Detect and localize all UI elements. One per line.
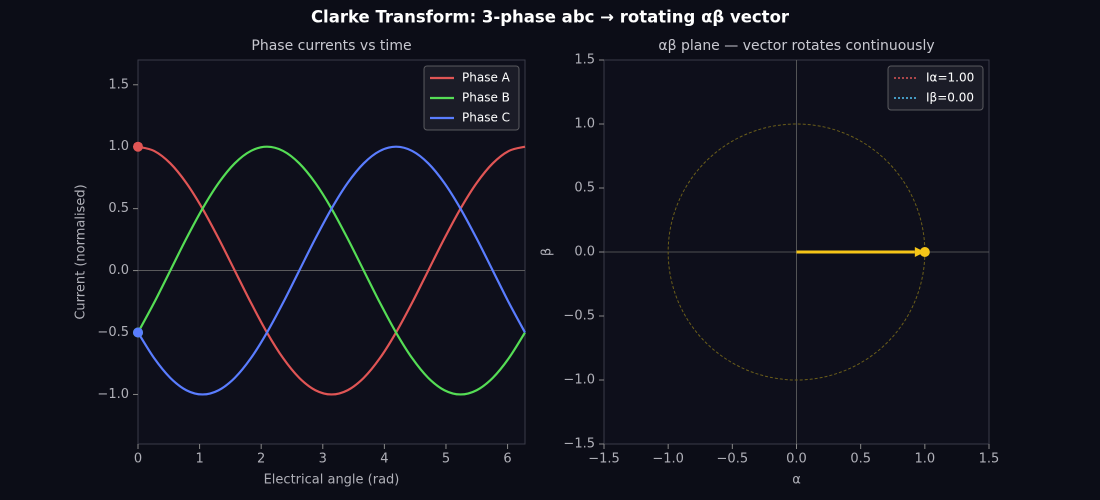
- x-axis-label: Electrical angle (rad): [264, 473, 400, 488]
- y-tick-label: 0.5: [574, 181, 595, 196]
- x-tick-label: 3: [319, 452, 327, 467]
- axes-title: Phase currents vs time: [251, 38, 411, 54]
- x-tick-label: 5: [442, 452, 450, 467]
- legend-box: [887, 65, 984, 111]
- x-tick-label: 0.5: [850, 452, 871, 467]
- y-tick-label: 1.0: [108, 139, 129, 154]
- x-tick-label: 2: [257, 452, 265, 467]
- y-axis-label: β: [540, 248, 555, 256]
- y-tick-label: 0.0: [108, 263, 129, 278]
- x-tick-label: −1.5: [588, 452, 620, 467]
- current-marker: [133, 141, 143, 152]
- x-tick-label: −1.0: [652, 452, 684, 467]
- x-tick-label: 1: [195, 452, 203, 467]
- y-tick-label: 1.0: [574, 117, 595, 132]
- x-tick-label: 1.5: [979, 452, 1000, 467]
- legend-label: Iα=1.00: [926, 71, 974, 85]
- y-tick-label: 0.0: [574, 245, 595, 260]
- x-tick-label: 4: [380, 452, 388, 467]
- y-tick-label: −0.5: [97, 325, 129, 340]
- y-tick-label: 0.5: [108, 201, 129, 216]
- vector-tip: [919, 247, 930, 257]
- x-axis-label: α: [792, 473, 801, 488]
- y-tick-label: −1.0: [97, 387, 129, 402]
- y-tick-label: −1.5: [563, 437, 595, 452]
- x-tick-label: −0.5: [717, 452, 749, 467]
- y-tick-label: −0.5: [563, 309, 595, 324]
- figure-title: Clarke Transform: 3-phase abc → rotating…: [311, 8, 790, 27]
- x-tick-label: 6: [503, 452, 511, 467]
- x-tick-label: 1.0: [914, 452, 935, 467]
- current-marker: [133, 327, 143, 338]
- legend-label: Iβ=0.00: [926, 91, 974, 105]
- x-tick-label: 0: [134, 452, 142, 467]
- x-tick-label: 0.0: [786, 452, 807, 467]
- legend-box: [423, 65, 520, 131]
- phase-line: [137, 145, 526, 396]
- legend-label: Phase A: [462, 71, 511, 85]
- legend-label: Phase B: [462, 91, 510, 105]
- y-tick-label: 1.5: [574, 53, 595, 68]
- y-tick-label: 1.5: [108, 77, 129, 92]
- y-tick-label: −1.0: [563, 373, 595, 388]
- axes-title: αβ plane — vector rotates continuously: [658, 38, 934, 54]
- legend-label: Phase C: [462, 111, 510, 125]
- y-axis-label: Current (normalised): [74, 184, 89, 319]
